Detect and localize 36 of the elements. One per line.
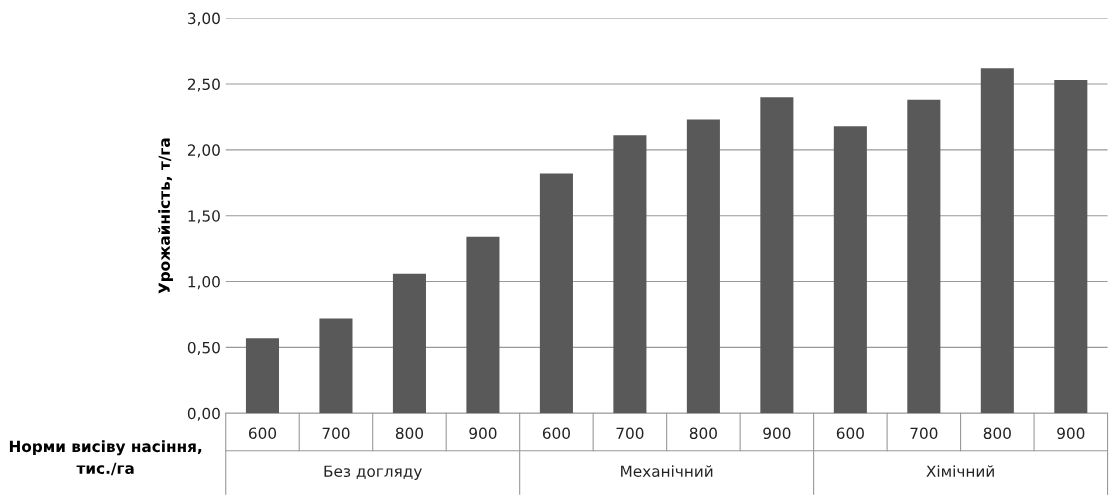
bar [907,99,941,414]
y-tick-label: 0,00 [187,407,220,421]
bar [613,135,647,414]
bar [245,338,280,414]
x-tick-label: 800 [689,427,717,439]
text: Механічний [621,465,713,477]
bar [980,68,1014,414]
x-tick-label: 800 [395,427,424,439]
bar [833,126,867,414]
bar [1054,80,1088,414]
y-axis-title: Урожайність, т/га [158,138,173,294]
bar [319,318,353,414]
x-tick-label: 600 [836,427,864,439]
y-tick-label: 1,00 [188,276,220,290]
x-tick-label: 600 [542,427,570,439]
x-tick-label: 900 [763,427,791,439]
text: Без догляду [324,465,422,480]
x-tick-label: 700 [910,427,938,439]
x-tick-label: 800 [983,427,1011,439]
y-tick-label: 2,50 [187,78,220,92]
x-tick-label: 900 [1057,427,1085,439]
y-tick-label: 3,00 [188,12,220,26]
y-tick-label: 0,50 [187,341,220,355]
x-axis-title: Норми висіву насіння, тис./га [9,440,202,476]
x-tick-label: 700 [322,427,350,439]
text: Хімічний [926,465,994,477]
bar [539,173,573,414]
x-tick-label: 700 [616,427,644,439]
y-tick-label: 2,00 [187,144,220,158]
bar [392,273,426,414]
x-tick-label: 600 [248,427,277,439]
x-tick-label: 900 [469,427,497,439]
bar [760,97,794,414]
y-tick-label: 1,50 [188,210,220,224]
bar [466,236,500,414]
bar [686,119,720,414]
